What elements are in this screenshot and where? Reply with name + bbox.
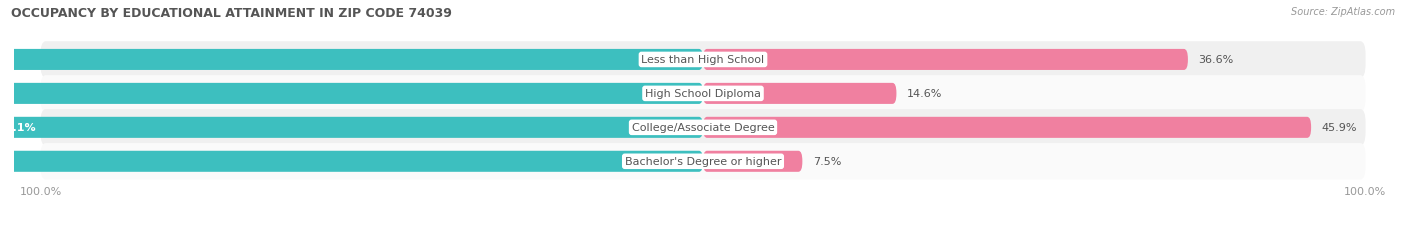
Text: College/Associate Degree: College/Associate Degree [631, 123, 775, 133]
FancyBboxPatch shape [0, 83, 703, 104]
Text: 7.5%: 7.5% [813, 157, 841, 167]
FancyBboxPatch shape [703, 151, 803, 172]
FancyBboxPatch shape [41, 110, 1365, 146]
Text: Bachelor's Degree or higher: Bachelor's Degree or higher [624, 157, 782, 167]
FancyBboxPatch shape [703, 117, 1312, 138]
Text: OCCUPANCY BY EDUCATIONAL ATTAINMENT IN ZIP CODE 74039: OCCUPANCY BY EDUCATIONAL ATTAINMENT IN Z… [11, 7, 453, 20]
FancyBboxPatch shape [0, 151, 703, 172]
FancyBboxPatch shape [0, 50, 703, 71]
Text: Less than High School: Less than High School [641, 55, 765, 65]
Text: 45.9%: 45.9% [1322, 123, 1357, 133]
FancyBboxPatch shape [0, 117, 703, 138]
FancyBboxPatch shape [41, 42, 1365, 78]
Text: High School Diploma: High School Diploma [645, 89, 761, 99]
Text: Source: ZipAtlas.com: Source: ZipAtlas.com [1291, 7, 1395, 17]
Text: 14.6%: 14.6% [907, 89, 942, 99]
Legend: Owner-occupied, Renter-occupied: Owner-occupied, Renter-occupied [583, 228, 823, 231]
Text: 36.6%: 36.6% [1198, 55, 1233, 65]
FancyBboxPatch shape [703, 83, 897, 104]
Text: 54.1%: 54.1% [0, 123, 35, 133]
FancyBboxPatch shape [41, 76, 1365, 112]
FancyBboxPatch shape [41, 143, 1365, 180]
FancyBboxPatch shape [703, 50, 1188, 71]
